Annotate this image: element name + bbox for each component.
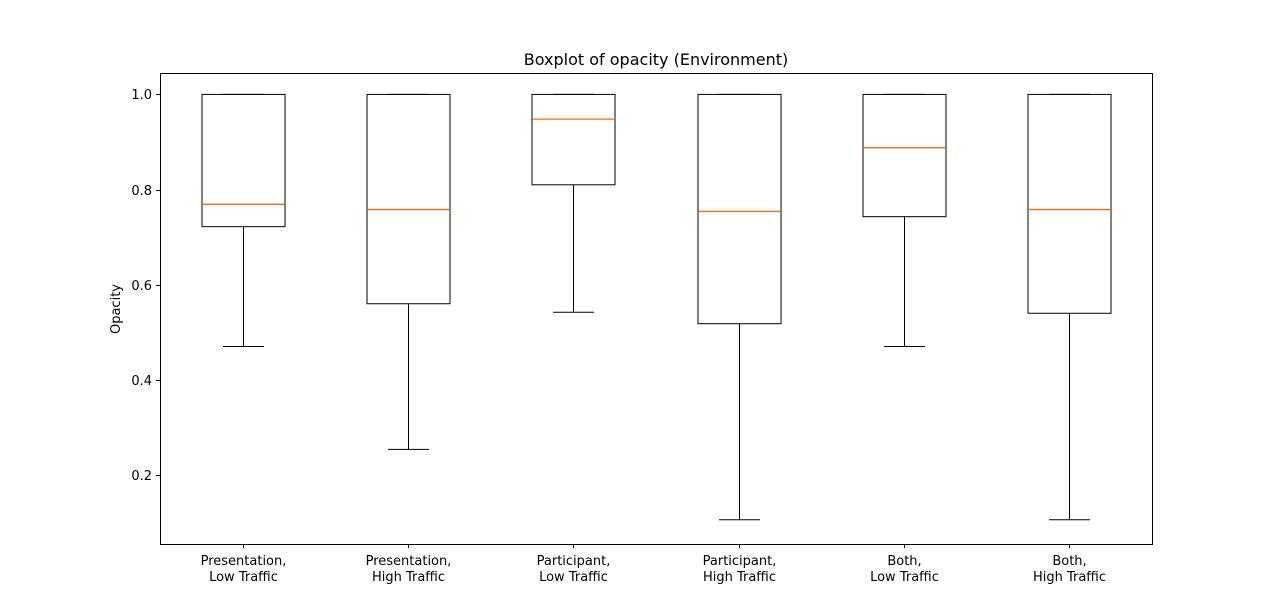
- y-axis-label: Opacity: [109, 284, 124, 334]
- x-tick-label: High Traffic: [1033, 570, 1106, 585]
- x-tick-label: Presentation,: [366, 554, 452, 569]
- box-iqr: [201, 93, 286, 228]
- box-group: [531, 93, 616, 313]
- box-group: [366, 93, 451, 450]
- x-tick-label: High Traffic: [703, 570, 776, 585]
- box-group: [862, 93, 947, 348]
- chart-title: Boxplot of opacity (Environment): [524, 50, 788, 69]
- x-tick-label: Participant,: [703, 554, 777, 569]
- box-group: [697, 93, 782, 521]
- x-tick-label: Both,: [1052, 554, 1086, 569]
- box-group: [201, 93, 286, 348]
- x-tick-label: Both,: [887, 554, 921, 569]
- y-tick-label: 0.8: [131, 184, 152, 199]
- x-axis: Presentation,Low TrafficPresentation,Hig…: [201, 544, 1106, 585]
- x-tick-label: Low Traffic: [209, 570, 278, 585]
- box-iqr: [531, 93, 616, 186]
- y-tick-label: 1.0: [131, 88, 152, 103]
- x-tick-label: Presentation,: [201, 554, 287, 569]
- box-group: [1027, 93, 1112, 521]
- y-tick-label: 0.2: [131, 469, 152, 484]
- x-tick-label: High Traffic: [372, 570, 445, 585]
- x-tick-label: Participant,: [537, 554, 611, 569]
- y-tick-label: 0.4: [131, 374, 152, 389]
- x-tick-label: Low Traffic: [870, 570, 939, 585]
- box-iqr: [366, 93, 451, 305]
- box-iqr: [697, 93, 782, 325]
- y-tick-label: 0.6: [131, 279, 152, 294]
- plot-frame: [160, 73, 1153, 545]
- y-axis: 0.2 0.4 0.6 0.8 1.0: [131, 88, 160, 484]
- plot-marks: [201, 93, 1112, 521]
- box-iqr: [1027, 93, 1112, 314]
- x-tick-label: Low Traffic: [539, 570, 608, 585]
- box-iqr: [862, 93, 947, 218]
